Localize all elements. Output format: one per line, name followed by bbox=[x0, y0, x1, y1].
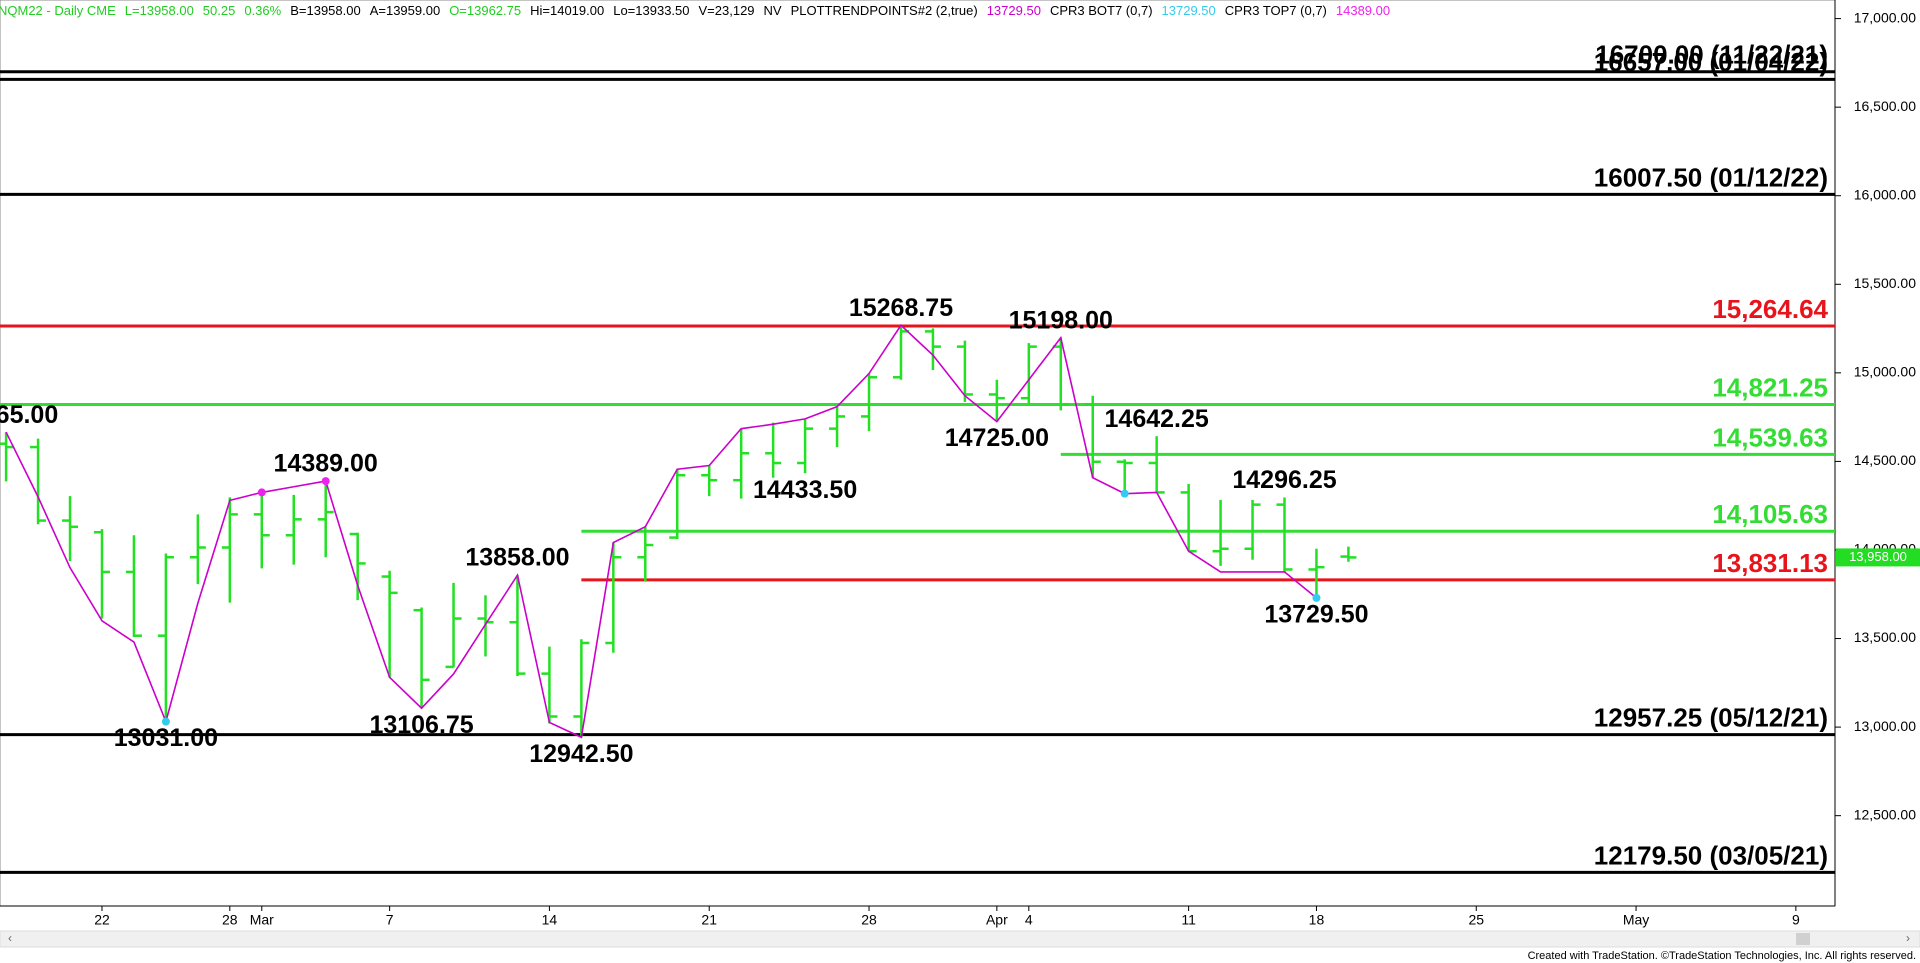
y-tick-label: 15,500.00 bbox=[1854, 275, 1916, 291]
y-tick-label: 16,000.00 bbox=[1854, 186, 1916, 202]
x-tick-label: 7 bbox=[386, 912, 394, 928]
x-tick-label: 9 bbox=[1792, 912, 1800, 928]
swing-label: 13729.50 bbox=[1264, 600, 1368, 628]
swing-label: 14433.50 bbox=[753, 476, 857, 504]
swing-label: 14665.00 bbox=[0, 401, 58, 429]
header-item: 13729.50 bbox=[1161, 3, 1216, 18]
level-label: 12957.25 (05/12/21) bbox=[1594, 703, 1828, 733]
swing-label: 14725.00 bbox=[945, 424, 1049, 452]
y-tick-label: 17,000.00 bbox=[1854, 9, 1916, 25]
scrollbar[interactable] bbox=[0, 930, 1920, 948]
pivot-dot bbox=[321, 477, 330, 486]
header-item: 14389.00 bbox=[1335, 3, 1391, 18]
scroll-right[interactable]: › bbox=[1906, 931, 1910, 945]
x-tick-label: May bbox=[1623, 912, 1649, 928]
x-tick-label: 21 bbox=[701, 912, 717, 928]
header-item: PLOTTRENDPOINTS#2 (2,true) bbox=[790, 3, 978, 18]
price-tag-label: 13,958.00 bbox=[1849, 549, 1907, 564]
price-tag bbox=[1836, 548, 1920, 567]
header-item: CPR3 TOP7 (0,7) bbox=[1224, 3, 1327, 18]
header-item: Lo=13933.50 bbox=[613, 3, 690, 18]
y-tick-label: 15,000.00 bbox=[1854, 364, 1916, 380]
x-tick-label: 14 bbox=[542, 912, 558, 928]
header-item: B=13958.00 bbox=[290, 3, 361, 18]
swing-label: 13031.00 bbox=[114, 724, 218, 752]
header-item: 0.36% bbox=[244, 3, 282, 18]
header-item: Hi=14019.00 bbox=[530, 3, 605, 18]
scroll-thumb[interactable] bbox=[1796, 933, 1810, 945]
level-label: 14,539.63 bbox=[1712, 422, 1828, 452]
x-tick-label: 18 bbox=[1309, 912, 1325, 928]
trend-line bbox=[5, 324, 1317, 739]
y-tick-label: 16,500.00 bbox=[1854, 98, 1916, 114]
x-tick-label: 25 bbox=[1468, 912, 1484, 928]
swing-label: 14296.25 bbox=[1232, 466, 1336, 494]
swing-label: 13106.75 bbox=[369, 711, 473, 739]
swing-label: 15268.75 bbox=[849, 294, 953, 322]
header: NQM22 - Daily CME L=13958.00 50.25 0.36% B=1… bbox=[0, 2, 1399, 20]
y-tick-label: 14,500.00 bbox=[1854, 452, 1916, 468]
level-label: 16657.00 (01/04/22) bbox=[1594, 47, 1828, 77]
level-label: 15,264.64 bbox=[1712, 294, 1828, 324]
swing-label: 15198.00 bbox=[1009, 306, 1113, 334]
level-label: 12179.50 (03/05/21) bbox=[1594, 840, 1828, 870]
header-item: L=13958.00 bbox=[124, 3, 194, 18]
swing-label: 14642.25 bbox=[1105, 405, 1209, 433]
header-item: NQM22 - Daily CME bbox=[0, 3, 116, 18]
x-tick-label: Apr bbox=[986, 912, 1008, 928]
swing-label: 14389.00 bbox=[274, 450, 378, 478]
header-item: 13729.50 bbox=[986, 3, 1041, 18]
header-item: CPR3 BOT7 (0,7) bbox=[1049, 3, 1153, 18]
level-label: 16700.00 (11/22/21) bbox=[1595, 40, 1828, 70]
header-item: 50.25 bbox=[202, 3, 236, 18]
y-tick-label: 13,500.00 bbox=[1854, 629, 1916, 645]
x-tick-label: 28 bbox=[222, 912, 238, 928]
header-item: O=13962.75 bbox=[449, 3, 522, 18]
x-tick-label: 4 bbox=[1025, 912, 1033, 928]
swing-label: 13858.00 bbox=[465, 544, 569, 572]
x-tick-label: 11 bbox=[1181, 912, 1196, 928]
header-item: A=13959.00 bbox=[369, 3, 441, 18]
pivot-dot bbox=[161, 717, 170, 726]
pivot-dot bbox=[1120, 489, 1129, 498]
x-tick-label: 22 bbox=[94, 912, 110, 928]
level-label: 16007.50 (01/12/22) bbox=[1594, 162, 1828, 192]
header-item: NV bbox=[763, 3, 782, 18]
x-tick-label: Mar bbox=[250, 912, 274, 928]
pivot-dot bbox=[1312, 593, 1321, 602]
footer: Created with TradeStation. ©TradeStation… bbox=[1528, 950, 1916, 962]
pivot-dot bbox=[257, 488, 266, 497]
y-tick-label: 12,500.00 bbox=[1854, 806, 1916, 822]
y-tick-label: 13,000.00 bbox=[1854, 718, 1916, 734]
level-label: 13,831.13 bbox=[1712, 548, 1828, 578]
plot-layer: 14665.00 13031.00 14389.00 13106.75 13858.00… bbox=[0, 70, 1835, 874]
scroll-left[interactable]: ‹ bbox=[8, 931, 12, 945]
x-tick-label: 28 bbox=[861, 912, 877, 928]
swing-label: 12942.50 bbox=[529, 740, 633, 768]
header-item: V=23,129 bbox=[698, 3, 755, 18]
level-label: 14,821.25 bbox=[1712, 372, 1828, 402]
level-label: 14,105.63 bbox=[1712, 499, 1828, 529]
